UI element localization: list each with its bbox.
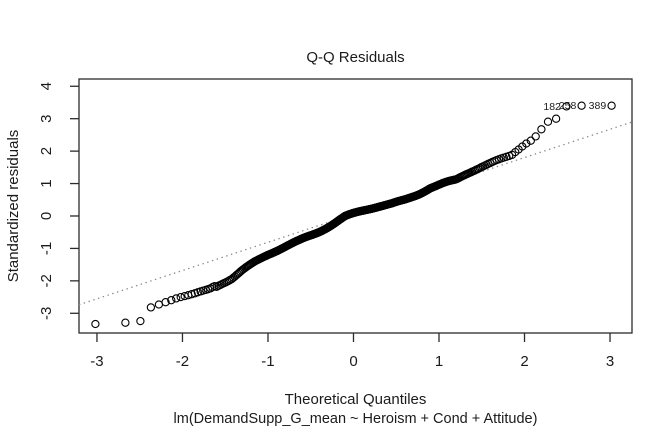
qq-point	[522, 139, 531, 148]
qq-point	[526, 136, 535, 145]
qq-point	[551, 114, 561, 123]
qq-point	[176, 292, 185, 302]
qq-point	[607, 101, 616, 110]
qq-point	[543, 117, 553, 126]
y-tick-label: 2	[38, 147, 55, 155]
outlier-point-label: 182	[543, 101, 561, 113]
axis-ticks: -3 -2 -1 0 1 2 3 -3 -2 -1 0 1 2 3 4	[38, 82, 614, 370]
qq-point	[167, 296, 176, 305]
x-tick-label: 2	[520, 353, 528, 370]
qq-point	[136, 316, 145, 326]
qq-point	[146, 303, 156, 312]
y-axis-label: Standardized residuals	[5, 130, 22, 283]
qq-points	[91, 101, 616, 329]
y-tick-label: 4	[38, 82, 55, 90]
x-tick-label: -3	[90, 353, 103, 370]
y-tick-label: -3	[38, 307, 55, 320]
plot-box	[78, 78, 633, 334]
qq-point	[172, 294, 181, 303]
x-tick-label: -2	[176, 353, 189, 370]
x-tick-label: 0	[349, 353, 357, 370]
qq-point	[531, 132, 540, 141]
outlier-point-label: 258	[559, 100, 577, 112]
qq-point	[161, 298, 170, 307]
qq-point	[577, 101, 586, 110]
y-tick-label: -2	[38, 274, 55, 287]
y-tick-label: 1	[38, 179, 55, 187]
qq-point	[187, 290, 196, 299]
qq-point	[121, 318, 130, 327]
model-call-label: lm(DemandSupp_G_mean ~ Heroism + Cond + …	[174, 411, 538, 427]
chart-title: Q-Q Residuals	[306, 49, 404, 66]
x-tick-label: 1	[435, 353, 443, 370]
x-tick-label: -1	[261, 353, 274, 370]
qq-point	[91, 319, 100, 329]
outlier-point-label: 389	[589, 100, 607, 112]
y-tick-label: 3	[38, 115, 55, 123]
qq-point	[562, 102, 571, 111]
y-tick-label: -1	[38, 242, 55, 255]
qq-point	[206, 284, 215, 293]
x-axis-label: Theoretical Quantiles	[285, 391, 427, 408]
qq-point	[537, 125, 546, 134]
qq-point	[154, 300, 164, 309]
y-tick-label: 0	[38, 212, 55, 220]
x-tick-label: 3	[606, 353, 614, 370]
